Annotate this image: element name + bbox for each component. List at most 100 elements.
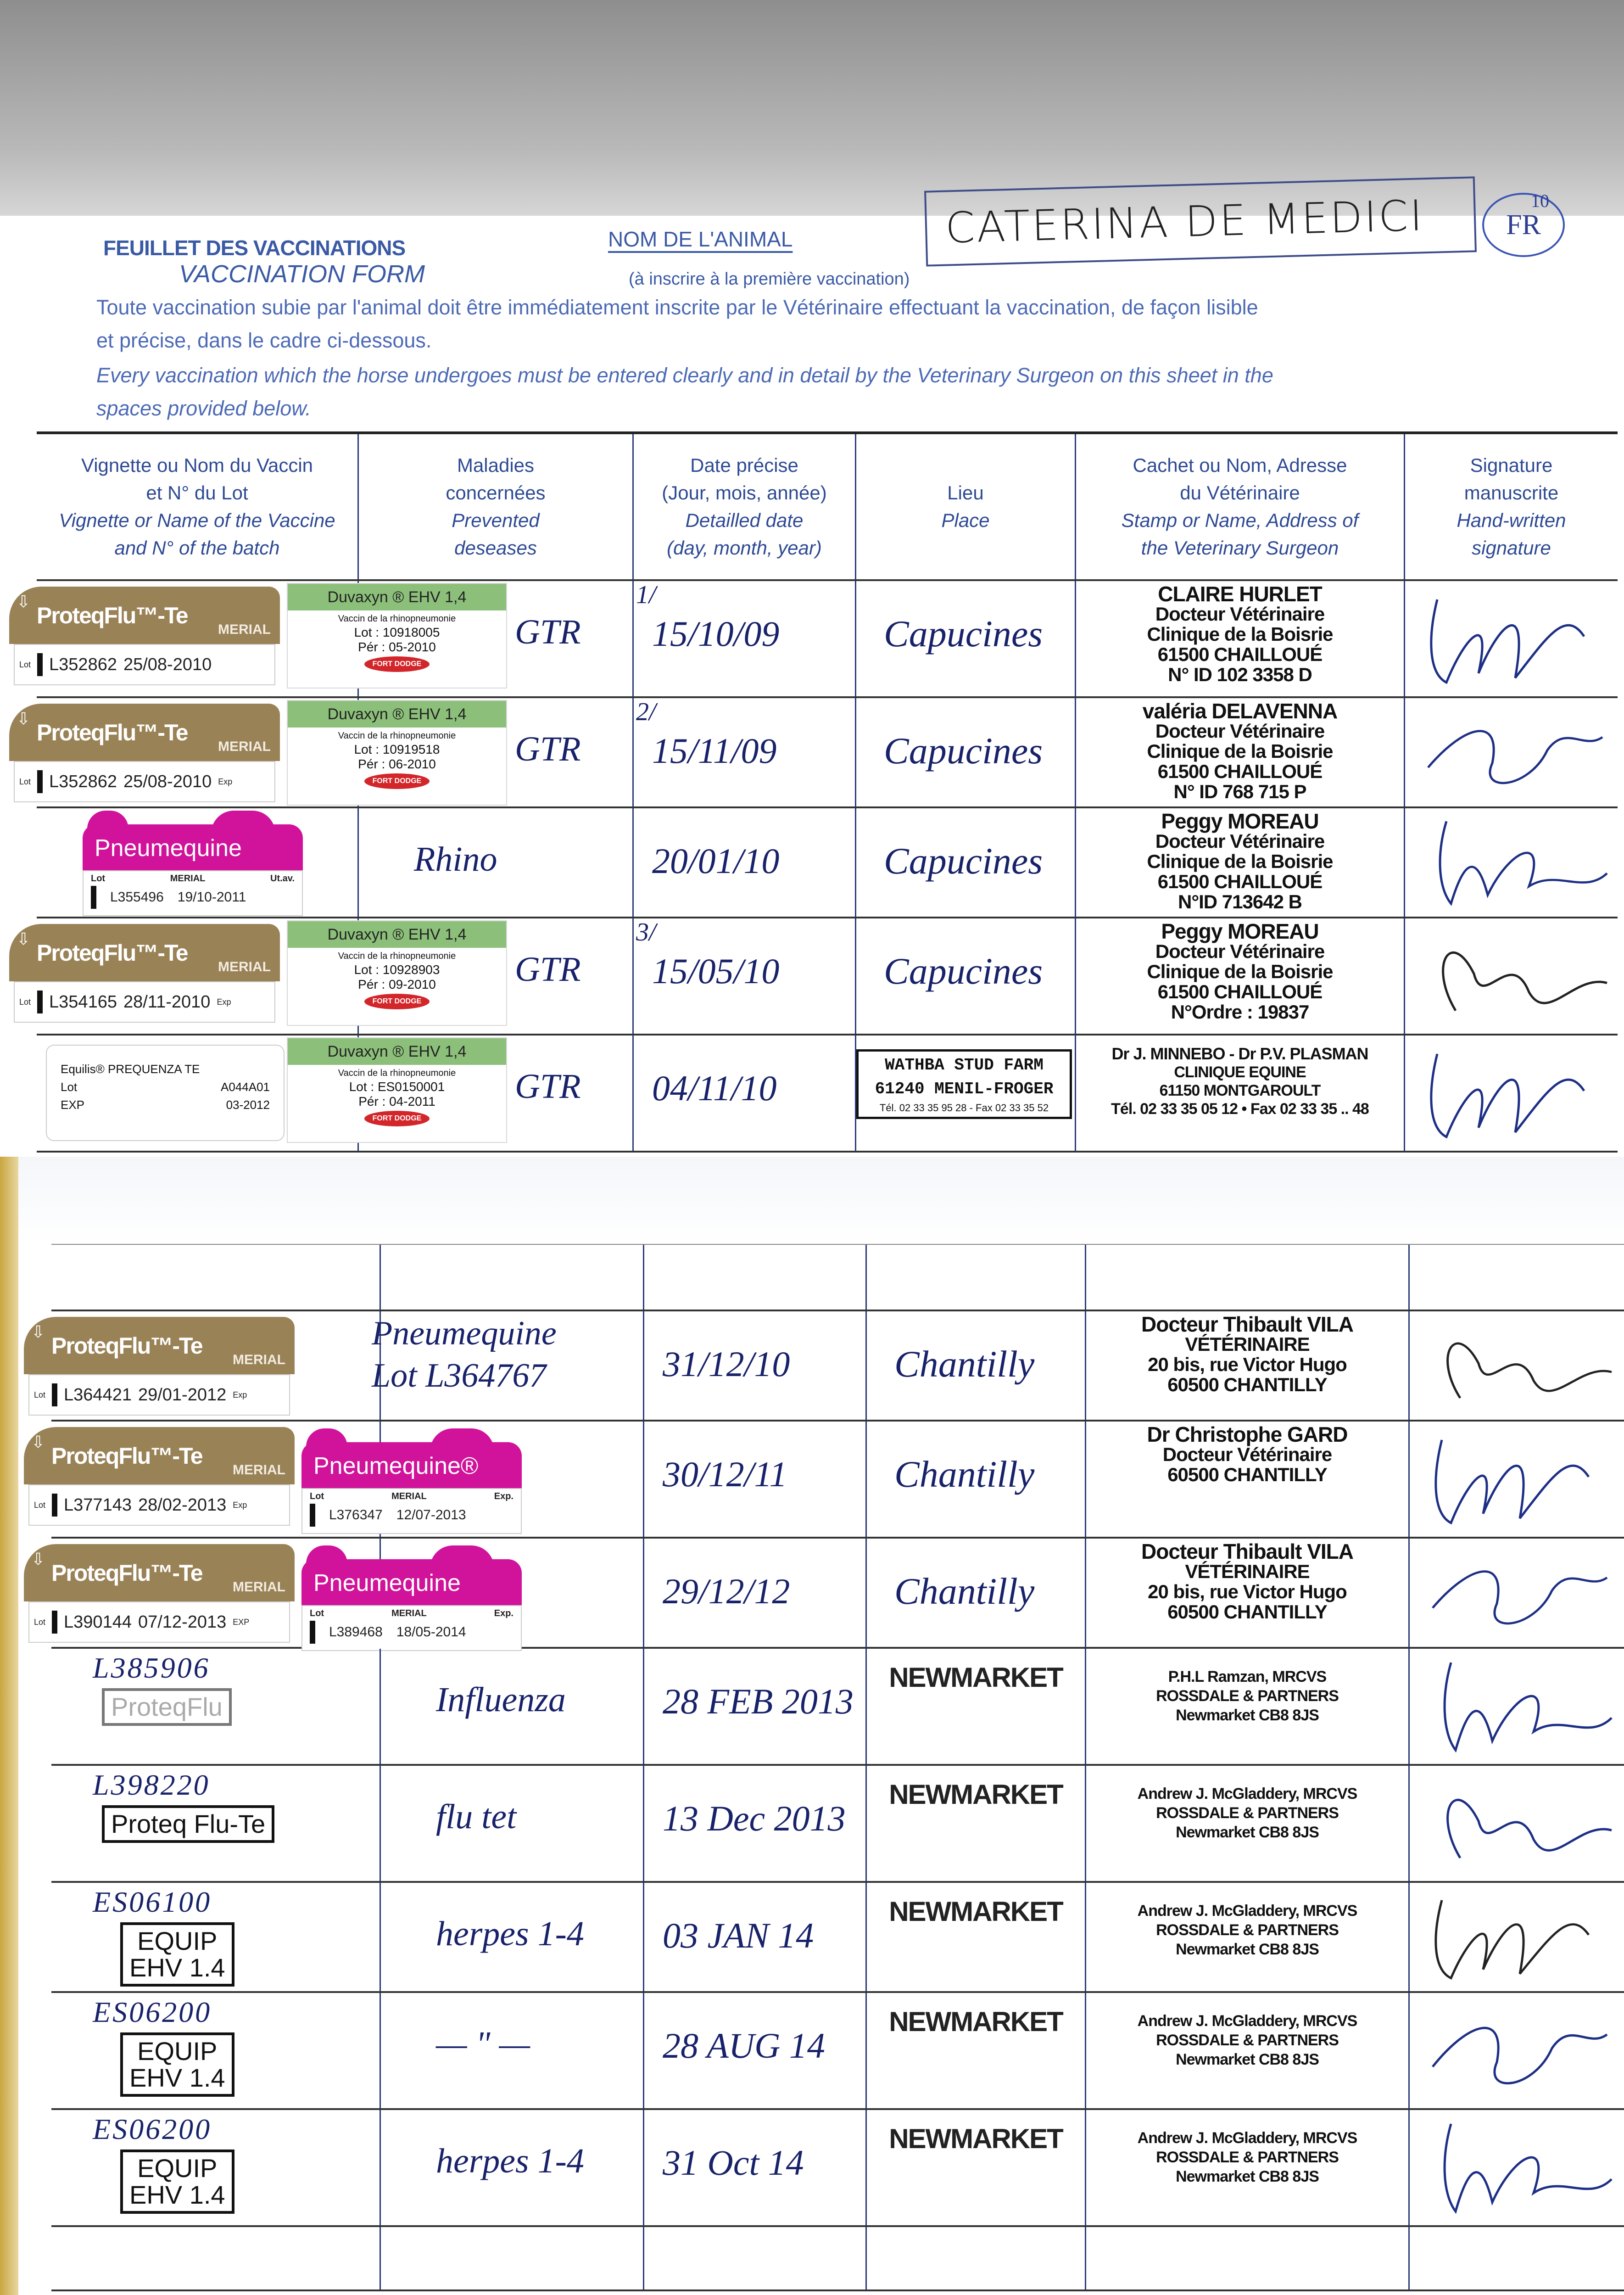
- place-stamp-text: NEWMARKET: [889, 1779, 1064, 1810]
- lot-label: Lot: [61, 1080, 78, 1094]
- vet-stamp-cell: Docteur Thibault VILA VÉTÉRINAIRE 20 bis, …: [1086, 1539, 1410, 1647]
- vaccine-name: Duvaxyn ® EHV 1,4: [288, 921, 506, 948]
- vaccine-maker: MERIAL: [233, 1352, 285, 1367]
- vaccination-row: ES06100 EQUIP EHV 1.4 herpes 1-4 03 JAN 14 NE…: [51, 1883, 1624, 1993]
- place-cell: Capucines: [856, 698, 1076, 806]
- vet-stamp-line: Docteur Vétérinaire: [1155, 940, 1325, 962]
- signature-cell: [1410, 2110, 1624, 2225]
- vaccination-row: [51, 2227, 1624, 2291]
- expiry-date: 18/05-2014: [396, 1624, 466, 1640]
- vaccine-maker: MERIAL: [218, 739, 271, 754]
- handwritten-signature: [1443, 1662, 1613, 1753]
- handwritten-signature: [1446, 1342, 1612, 1399]
- column-header: Vignette ou Nom du Vaccin et N° du Lot Vig…: [37, 434, 359, 579]
- handwritten-signature: [1434, 1900, 1590, 1980]
- proteqflu-vaccine-label: ⇩ ProteqFlu™-Te MERIAL Lot L364421 29/01-2012…: [24, 1317, 295, 1416]
- vaccine-brand: ProteqFlu™-Te: [37, 602, 189, 628]
- signature-cell: [1405, 698, 1618, 806]
- disease-cell: GTR: [359, 1036, 634, 1151]
- expiry-date: 28/11-2010: [123, 992, 211, 1012]
- arrow-down-icon: ⇩: [31, 1433, 45, 1451]
- vet-stamp: Dr J. MINNEBO - Dr P.V. PLASMAN CLINIQUE …: [1076, 1045, 1404, 1118]
- stamp-line: EHV 1.4: [129, 2063, 225, 2092]
- barcode-mark: [37, 770, 43, 793]
- lot-label: Lot: [34, 1390, 46, 1399]
- disease-cell: Pneumequine Lot L364767: [372, 1311, 644, 1420]
- signature-cell: [1410, 1422, 1624, 1537]
- lot-row: L355496 19/10-2011: [84, 886, 302, 909]
- vaccination-row: ⇩ ProteqFlu™-Te MERIAL Lot L377143 28/02-2013…: [24, 1422, 1624, 1539]
- lot-label: Lot: [34, 1617, 46, 1627]
- barcode-mark: [37, 653, 43, 676]
- instructions-en-line: spaces provided below.: [96, 397, 311, 420]
- vet-stamp: CLAIRE HURLET Docteur Vétérinaire Clinique…: [1076, 583, 1404, 685]
- place-cell: NEWMARKET: [867, 1649, 1086, 1764]
- lot-number: Lot : 10928903: [354, 963, 440, 977]
- column-header-en: Hand-written: [1457, 509, 1566, 531]
- vaccine-cell: ES06200 EQUIP EHV 1.4: [51, 1993, 381, 2108]
- vet-stamp-line: 60500 CHANTILLY: [1167, 1464, 1328, 1485]
- barcode-mark: [91, 886, 96, 909]
- vaccine-maker: MERIAL: [233, 1579, 285, 1595]
- column-header-en: Prevented: [452, 509, 540, 531]
- handwritten-vaccine-entry: ES06200 EQUIP EHV 1.4: [51, 2110, 379, 2225]
- equilis-vaccine-label: Equilis® PREQUENZA TE Lot A044A01 EXP 03-201…: [46, 1045, 285, 1141]
- column-header-en: signature: [1472, 537, 1551, 559]
- handwritten-vaccine-entry: L398220 Proteq Flu-Te: [51, 1766, 379, 1881]
- vaccine-cell: ⇩ ProteqFlu™-Te MERIAL Lot L364421 29/01-2012…: [24, 1311, 381, 1420]
- instructions-fr-line: et précise, dans le cadre ci-dessous.: [96, 329, 432, 352]
- vet-stamp-line: Dr J. MINNEBO - Dr P.V. PLASMAN: [1111, 1044, 1368, 1063]
- place-cell: NEWMARKET: [867, 1883, 1086, 1991]
- signature-stroke: [1427, 730, 1603, 784]
- date-cell: 3/15/05/10: [634, 918, 856, 1034]
- disease-text: GTR: [515, 950, 581, 989]
- disease-cell: flu tet: [381, 1766, 644, 1881]
- date-cell: [644, 2227, 867, 2289]
- vaccine-name-stamp: EQUIP EHV 1.4: [120, 2032, 234, 2097]
- vaccine-cell: ⇩ ProteqFlu™-Te MERIAL Lot L390144 07/12-2013…: [24, 1539, 522, 1651]
- column-header-fr: et N° du Lot: [146, 482, 248, 504]
- expiry-date: 29/01-2012: [138, 1385, 227, 1405]
- vaccine-maker: MERIAL: [218, 959, 271, 974]
- place-cell: [867, 1245, 1086, 1310]
- handwritten-vaccine-entry: L385906 ProteqFlu: [51, 1649, 379, 1764]
- column-header-fr: du Vétérinaire: [1180, 482, 1300, 504]
- column-header-fr: Lieu: [947, 482, 984, 504]
- column-header-fr: Signature: [1470, 454, 1553, 476]
- vaccine-brand: ProteqFlu™-Te: [51, 1443, 203, 1469]
- vet-stamp-line: ROSSDALE & PARTNERS: [1156, 1921, 1339, 1939]
- vet-stamp-line: 60500 CHANTILLY: [1167, 1374, 1328, 1395]
- lot-number: Lot : 10919518: [354, 742, 440, 756]
- column-header-fr: (Jour, mois, année): [662, 482, 827, 504]
- proteqflu-vaccine-label: ⇩ ProteqFlu™-Te MERIAL Lot L390144 07/12-2013…: [24, 1544, 295, 1643]
- stamp-line: EHV 1.4: [129, 2180, 225, 2209]
- date-cell: [644, 1245, 867, 1310]
- handwritten-signature: [1432, 2026, 1608, 2085]
- disease-cell: GTR: [359, 581, 634, 696]
- disease-cell: [381, 2227, 644, 2289]
- vet-stamp-line: Tél. 02 33 35 05 12 • Fax 02 33 35 .. 48: [1111, 1100, 1369, 1118]
- signature-cell: [1405, 1036, 1618, 1151]
- vet-stamp: Andrew J. McGladdery, MRCVS ROSSDALE & PA…: [1086, 2011, 1408, 2069]
- exp-label: Exp: [218, 777, 233, 786]
- label-band: ⇩ ProteqFlu™-Te MERIAL: [9, 587, 280, 644]
- vet-stamp-line: valéria DELAVENNA: [1142, 699, 1338, 723]
- column-header-en: Detailled date: [685, 509, 804, 531]
- instructions-en: Every vaccination which the horse underg…: [96, 359, 1611, 425]
- place-cell: NEWMARKET: [867, 1993, 1086, 2108]
- vet-stamp: Dr Christophe GARD Docteur Vétérinaire 605…: [1086, 1424, 1408, 1485]
- lot-strip: Lot L364421 29/01-2012 Exp: [28, 1374, 290, 1416]
- disease-cell: GTR: [359, 918, 634, 1034]
- vaccination-row: ⇩ ProteqFlu™-Te MERIAL Lot L364421 29/01-2012…: [24, 1311, 1624, 1422]
- vet-stamp-line: Clinique de la Boisrie: [1147, 623, 1333, 645]
- vet-stamp-line: ROSSDALE & PARTNERS: [1156, 2032, 1339, 2049]
- vaccine-brand: Pneumequine®: [301, 1428, 522, 1488]
- vaccination-table-page-1: Vignette ou Nom du Vaccin et N° du Lot Vig…: [9, 431, 1618, 1153]
- duvaxyn-vaccine-label: Duvaxyn ® EHV 1,4 Vaccin de la rhinopneum…: [287, 583, 507, 688]
- vaccination-date: 28 AUG 14: [663, 2026, 825, 2066]
- batch-number: L398220: [93, 1769, 210, 1801]
- expiry-date: Pér : 09-2010: [358, 977, 436, 991]
- vaccine-description: Vaccin de la rhinopneumonie: [338, 1068, 456, 1078]
- label-row: Lot MERIAL Exp.: [302, 1606, 521, 1621]
- vaccine-name-stamp: EQUIP EHV 1.4: [120, 1922, 234, 1987]
